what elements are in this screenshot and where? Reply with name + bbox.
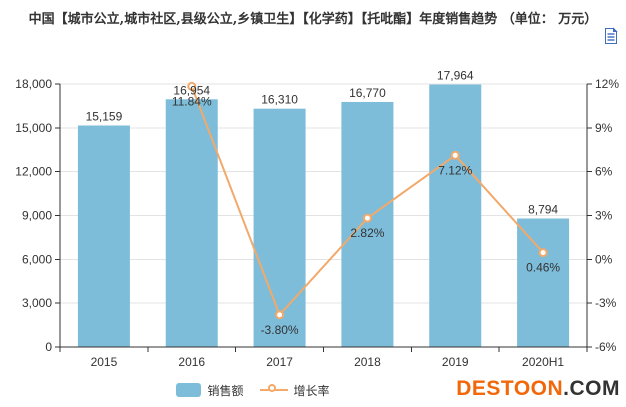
bar-value-label-2015: 15,159 <box>86 110 123 124</box>
right-axis-tick-label: 6% <box>595 165 613 179</box>
x-axis-label-2019: 2019 <box>442 355 469 369</box>
growth-point-2018[interactable] <box>362 213 372 223</box>
x-axis-label-2018: 2018 <box>354 355 381 369</box>
legend-item-growth[interactable]: 增长率 <box>259 382 330 399</box>
left-axis-tick-label: 12,000 <box>15 165 52 179</box>
bar-2018[interactable] <box>341 101 394 347</box>
growth-value-label-2017: -3.80% <box>261 323 299 337</box>
bar-2015[interactable] <box>77 125 130 348</box>
right-axis-tick-label: -6% <box>595 340 617 354</box>
growth-value-label-2016: 11.84% <box>172 94 212 108</box>
bar-value-label-2017: 16,310 <box>261 93 298 107</box>
x-axis-label-2016: 2016 <box>178 355 205 369</box>
line-series-marker-icon <box>259 383 288 397</box>
right-axis-tick-label: 9% <box>595 121 613 135</box>
left-axis-tick-label: 15,000 <box>15 121 52 135</box>
x-axis-label-2017: 2017 <box>266 355 293 369</box>
growth-value-label-2019: 7.12% <box>438 163 472 177</box>
destoon-watermark: DESTOON.COM <box>456 377 620 401</box>
left-axis-tick-label: 9,000 <box>22 209 52 223</box>
bar-2017[interactable] <box>253 108 306 347</box>
bar-value-label-2016: 16,954 <box>173 83 210 97</box>
bar-value-label-2019: 17,964 <box>437 69 474 83</box>
growth-point-2016[interactable] <box>187 81 197 91</box>
chart-title: 中国【城市公立,城市社区,县级公立,乡镇卫生】【化学药】【托吡酯】年度销售趋势 … <box>28 12 598 27</box>
bar-series-swatch-icon <box>176 383 202 397</box>
left-axis-tick-label: 6,000 <box>22 252 52 266</box>
right-axis-tick-label: 0% <box>595 252 613 266</box>
growth-point-2019[interactable] <box>450 150 460 160</box>
bar-2019[interactable] <box>429 84 482 347</box>
bar-value-label-2020H1: 8,794 <box>528 203 558 217</box>
bar-2016[interactable] <box>165 99 218 347</box>
growth-value-label-2018: 2.82% <box>350 226 384 240</box>
x-axis-label-2015: 2015 <box>91 355 118 369</box>
bar-2020H1[interactable] <box>517 218 570 347</box>
watermark-suffix: .COM <box>563 377 620 400</box>
bar-value-label-2018: 16,770 <box>349 86 386 100</box>
left-axis-tick-label: 0 <box>45 340 52 354</box>
right-axis-tick-label: 12% <box>595 77 619 91</box>
document-icon-glyph <box>605 27 618 44</box>
data-view-icon[interactable] <box>604 27 618 45</box>
x-axis-label-2020H1: 2020H1 <box>522 355 564 369</box>
right-axis-tick-label: 3% <box>595 209 613 223</box>
left-axis-tick-label: 18,000 <box>15 77 52 91</box>
watermark-brand: DESTOON <box>456 377 564 400</box>
growth-value-label-2020H1: 0.46% <box>526 261 560 275</box>
legend: 销售额 增长率 <box>0 380 506 400</box>
left-axis-tick-label: 3,000 <box>22 296 52 310</box>
growth-point-2017[interactable] <box>275 310 285 320</box>
growth-point-2020H1[interactable] <box>538 248 548 258</box>
legend-label-sales: 销售额 <box>207 383 244 398</box>
right-axis-tick-label: -3% <box>595 296 617 310</box>
legend-item-sales[interactable]: 销售额 <box>176 382 244 399</box>
legend-label-growth: 增长率 <box>293 383 330 398</box>
